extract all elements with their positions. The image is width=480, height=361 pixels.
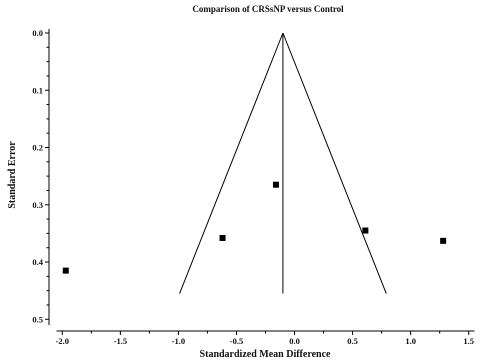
x-tick-label: -2.0 [56, 336, 69, 346]
chart-title: Comparison of CRSsNP versus Control [192, 4, 344, 14]
y-tick-label: 0.3 [32, 200, 43, 210]
x-tick-label: 0.5 [347, 336, 358, 346]
funnel-lines [179, 32, 387, 294]
x-tick-label: -1.5 [114, 336, 127, 346]
x-tick-label: -0.5 [230, 336, 243, 346]
x-tick-label: 1.0 [405, 336, 416, 346]
study-point [362, 227, 369, 234]
y-tick-label: 0.5 [32, 314, 43, 324]
x-tick-label: 0.0 [289, 336, 300, 346]
funnel-left-line [179, 32, 284, 294]
x-axis-label: Standardized Mean Difference [200, 349, 331, 360]
study-points [62, 181, 447, 274]
y-tick-label: 0.2 [32, 143, 43, 153]
y-tick-label: 0.1 [32, 85, 43, 95]
funnel-right-line [282, 32, 387, 294]
x-axis-ticks: -2.0 -1.5 -1.0 -0.5 0.0 0.5 1.0 1.5 [56, 331, 474, 346]
x-tick-label: -1.0 [172, 336, 185, 346]
study-point [62, 267, 69, 274]
y-tick-label: 0.0 [32, 28, 43, 38]
axes [48, 29, 475, 332]
y-axis-label: Standard Error [7, 141, 18, 209]
study-point [440, 237, 447, 244]
study-point [272, 181, 279, 188]
y-axis-ticks: 0.0 0.1 0.2 0.3 0.4 0.5 [32, 28, 49, 324]
y-tick-label: 0.4 [32, 257, 43, 267]
x-tick-label: 1.5 [463, 336, 474, 346]
study-point [219, 234, 226, 241]
